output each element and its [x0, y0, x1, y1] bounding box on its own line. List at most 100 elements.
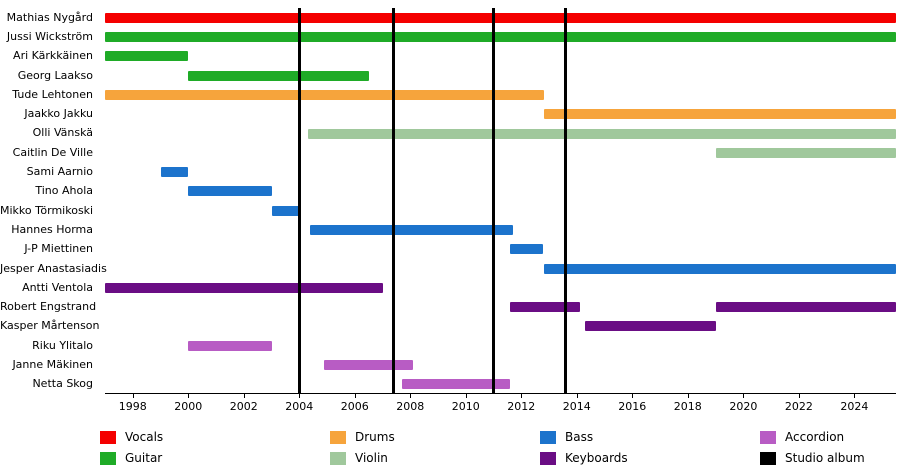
- row-label: Hannes Horma: [11, 222, 93, 236]
- studio-album-line: [564, 8, 568, 394]
- row-label: J-P Miettinen: [24, 242, 93, 256]
- timeline-bar: [310, 225, 513, 235]
- tick-label: 2022: [784, 400, 813, 413]
- timeline-bar: [105, 89, 544, 100]
- tick-mark: [243, 394, 245, 398]
- tick-label: 2014: [562, 400, 591, 413]
- row-label: Antti Ventola: [22, 280, 93, 294]
- timeline-bar: [105, 282, 383, 293]
- timeline-bar: [715, 302, 896, 313]
- legend-label: Violin: [355, 451, 388, 465]
- legend-swatch: [100, 451, 116, 465]
- tick-mark: [798, 394, 800, 398]
- tick-mark: [576, 394, 578, 398]
- legend-label: Bass: [565, 430, 594, 444]
- legend-item: Drums: [330, 429, 395, 445]
- legend-label: Guitar: [125, 451, 163, 465]
- row-label: Tino Ahola: [35, 184, 93, 198]
- tick-mark: [188, 394, 190, 398]
- tick-label: 2024: [840, 400, 869, 413]
- legend-label: Drums: [355, 430, 395, 444]
- legend-label: Keyboards: [565, 451, 628, 465]
- row-label: Tude Lehtonen: [12, 87, 93, 101]
- timeline-bar: [715, 147, 896, 158]
- tick-label: 2020: [729, 400, 758, 413]
- tick-label: 1998: [118, 400, 147, 413]
- timeline-bar: [188, 70, 369, 81]
- legend-item: Bass: [540, 429, 593, 445]
- timeline-bar: [105, 32, 896, 42]
- timeline-bar: [543, 263, 896, 274]
- tick-label: 2002: [229, 400, 258, 413]
- tick-label: 2008: [396, 400, 425, 413]
- tick-label: 2018: [673, 400, 702, 413]
- legend-swatch: [330, 430, 346, 444]
- tick-label: 2016: [618, 400, 647, 413]
- timeline-bar: [510, 244, 544, 255]
- x-axis: 1998 2000 2002 2004 2006 2008 2010 2012 2014 2016…: [105, 393, 896, 413]
- row-label: Mikko Törmikoski: [0, 203, 94, 217]
- row-label: Olli Vänskä: [32, 126, 93, 140]
- studio-album-line: [392, 8, 396, 394]
- tick-label: 2004: [285, 400, 314, 413]
- row-label: Mathias Nygård: [6, 10, 93, 24]
- tick-label: 2006: [340, 400, 369, 413]
- legend-item: Vocals: [100, 429, 163, 445]
- row-labels: Mathias Nygård Jussi Wickström Ari Kärkkäi…: [0, 0, 107, 394]
- legend-swatch: [760, 430, 776, 444]
- legend-swatch: [100, 430, 116, 444]
- tick-label: 2010: [451, 400, 480, 413]
- row-label: Caitlin De Ville: [12, 145, 93, 159]
- x-axis-line: [105, 393, 896, 394]
- legend-label: Accordion: [785, 430, 845, 444]
- tick-mark: [632, 394, 634, 398]
- timeline-bar: [543, 109, 896, 120]
- timeline-bar: [105, 12, 896, 23]
- legend-swatch: [760, 451, 776, 465]
- timeline-bar: [160, 167, 189, 178]
- timeline-bar: [402, 379, 511, 390]
- tick-mark: [743, 394, 745, 398]
- timeline-bar: [585, 321, 716, 332]
- timeline-bar: [324, 360, 414, 371]
- timeline-bar: [188, 340, 272, 351]
- plot-area: [105, 8, 896, 394]
- timeline-bar: [510, 302, 580, 313]
- tick-mark: [299, 394, 301, 398]
- legend-label: Studio album: [785, 451, 865, 465]
- legend-swatch: [540, 451, 556, 465]
- row-label: Ari Kärkkäinen: [13, 49, 93, 63]
- row-label: Jussi Wickström: [6, 29, 93, 43]
- tick-label: 2000: [174, 400, 203, 413]
- tick-mark: [410, 394, 412, 398]
- row-label: Netta Skog: [32, 377, 93, 391]
- legend-item: Violin: [330, 450, 388, 466]
- tick-mark: [687, 394, 689, 398]
- row-label: Riku Ylitalo: [32, 338, 93, 352]
- legend-item: Guitar: [100, 450, 162, 466]
- timeline-bar: [188, 186, 272, 197]
- tick-mark: [465, 394, 467, 398]
- timeline-bar: [271, 205, 300, 216]
- row-label: Sami Aarnio: [26, 165, 93, 179]
- tick-mark: [854, 394, 856, 398]
- tick-mark: [354, 394, 356, 398]
- timeline-bar: [105, 51, 189, 62]
- row-label: Robert Engstrand: [0, 300, 97, 314]
- legend-item: Keyboards: [540, 450, 628, 466]
- legend-item: Accordion: [760, 429, 844, 445]
- legend-swatch: [540, 430, 556, 444]
- tick-label: 2012: [507, 400, 536, 413]
- studio-album-line: [492, 8, 496, 394]
- row-label: Jaakko Jakku: [24, 107, 93, 121]
- legend-label: Vocals: [125, 430, 164, 444]
- row-label: Janne Mäkinen: [12, 358, 93, 372]
- row-label: Jesper Anastasiadis: [0, 261, 107, 275]
- legend-item: Studio album: [760, 450, 865, 466]
- studio-album-line: [297, 8, 301, 394]
- tick-mark: [521, 394, 523, 398]
- tick-mark: [132, 394, 134, 398]
- row-label: Georg Laakso: [17, 68, 93, 82]
- legend-swatch: [330, 451, 346, 465]
